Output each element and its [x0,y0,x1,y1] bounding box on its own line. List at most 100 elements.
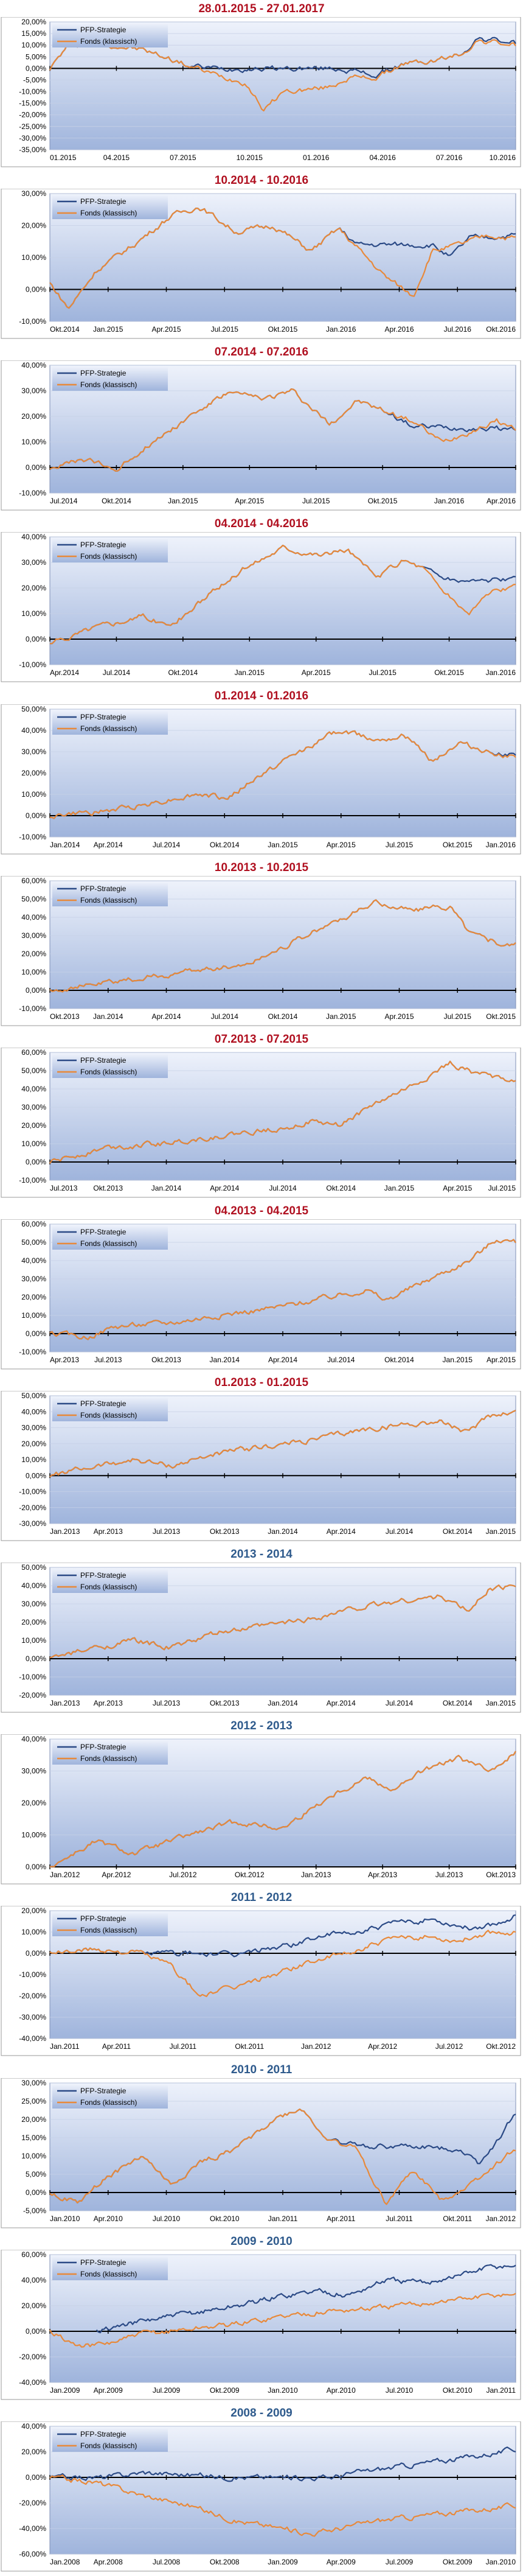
x-tick-label: Jul.2014 [211,1012,239,1021]
x-tick-label: Jul.2012 [435,2042,463,2051]
legend [52,882,168,906]
y-tick-label: -10,00% [19,88,46,96]
x-tick-label: Okt.2013 [486,1871,516,1879]
x-tick-label: Apr.2009 [327,2558,356,2566]
fund-series-line [49,1239,516,1340]
y-tick-label: 30,00% [21,1275,46,1283]
y-tick-label: -10,00% [19,1348,46,1356]
x-tick-label: Okt.2014 [268,1012,298,1021]
legend [52,710,168,735]
y-tick-label: 0,00% [26,2327,46,2336]
chart-title: 2012 - 2013 [230,1720,293,1732]
fund-series-line [49,208,516,309]
legend [52,538,168,562]
x-tick-label: Jul.2014 [269,1184,297,1192]
line-chart: 60,00% 40,00% 20,00% 0,00% -20,00% -40,00% Jan… [1,2250,521,2400]
x-tick-label: Apr.2015 [327,841,356,849]
chart-title: 2009 - 2010 [230,2235,293,2248]
x-tick-label: Okt.2015 [434,668,464,677]
x-tick-label: Okt.2011 [443,2214,472,2223]
x-tick-label: Jan.2015 [168,497,198,505]
legend [52,366,168,391]
line-chart: 50,00% 40,00% 30,00% 20,00% 10,00% 0,00% -10,0… [1,704,521,855]
y-tick-label: 60,00% [21,1220,46,1228]
y-tick-label: 25,00% [21,2097,46,2105]
line-chart: 40,00% 20,00% 0,00% -20,00% -40,00% -60,00% Ja… [1,2421,521,2572]
x-tick-label: Apr.2011 [327,2214,355,2223]
x-tick-label: Apr.2016 [384,325,414,334]
legend-label-strategy: PFP-Strategie [80,1743,126,1751]
y-tick-label: 10,00% [21,253,46,262]
x-tick-label: Jul.2014 [386,1699,414,1707]
x-tick-label: Jul.2008 [153,2558,181,2566]
x-tick-label: Jan.2008 [50,2558,80,2566]
y-tick-label: 30,00% [21,747,46,756]
chart-title: 07.2013 - 07.2015 [214,1033,309,1046]
x-tick-label: 04.2016 [369,153,396,162]
legend-label-fund: Fonds (klassisch) [80,380,137,389]
y-tick-label: -15,00% [19,99,46,108]
y-tick-label: 20,00% [21,1121,46,1130]
x-tick-label: 07.2015 [170,153,196,162]
y-tick-label: 0,00% [26,811,46,820]
strategy-series-line [49,2446,516,2482]
legend-label-strategy: PFP-Strategie [80,1571,126,1580]
x-tick-label: Jan.2011 [487,2386,516,2395]
y-tick-label: 40,00% [21,1735,46,1743]
y-tick-label: 40,00% [21,913,46,922]
x-tick-label: Jul.2013 [435,1871,463,1879]
y-tick-label: 10,00% [21,1928,46,1936]
legend-label-fund: Fonds (klassisch) [80,2441,137,2450]
x-tick-label: Jan.2013 [50,1699,80,1707]
x-tick-label: Jul.2013 [94,1356,122,1364]
y-tick-label: 30,00% [21,387,46,395]
fund-series-line [49,1060,516,1164]
y-tick-label: 50,00% [21,895,46,903]
x-tick-label: Apr.2012 [368,2042,397,2051]
x-tick-label: Apr.2013 [94,1527,123,1536]
legend-label-strategy: PFP-Strategie [80,2258,126,2267]
chart-panel: 2010 - 2011 30,00% 25,00% 20,00% 15,00% 10,00… [0,2061,523,2233]
line-chart: 30,00% 20,00% 10,00% 0,00% -10,00% Okt.2014 Ja… [1,189,521,339]
y-tick-label: -60,00% [19,2550,46,2558]
legend-label-fund: Fonds (klassisch) [80,37,137,46]
chart-panel: 04.2014 - 04.2016 40,00% 30,00% 20,00% 10,00… [0,515,523,687]
line-chart: 50,00% 40,00% 30,00% 20,00% 10,00% 0,00% -10,0… [1,1563,521,1713]
x-tick-label: Jan.2016 [326,325,356,334]
legend [52,1740,168,1765]
chart-panel: 10.2013 - 10.2015 60,00% 50,00% 40,00% 30,00… [0,859,523,1031]
x-tick-label: Okt.2014 [102,497,131,505]
y-tick-label: 0,00% [26,1158,46,1166]
x-tick-label: Jul.2013 [153,1699,181,1707]
x-tick-label: Okt.2011 [235,2042,264,2051]
x-tick-label: Apr.2015 [384,1012,414,1021]
legend-label-strategy: PFP-Strategie [80,1914,126,1923]
legend [52,2256,168,2280]
y-tick-label: -30,00% [19,134,46,142]
chart-panel: 2013 - 2014 50,00% 40,00% 30,00% 20,00% 10,00… [0,1545,523,1717]
legend-label-fund: Fonds (klassisch) [80,2270,137,2278]
x-tick-label: Jan.2014 [50,841,80,849]
legend-label-strategy: PFP-Strategie [80,1399,126,1408]
x-tick-label: Okt.2013 [50,1012,80,1021]
x-tick-label: Apr.2011 [102,2042,131,2051]
x-tick-label: Jul.2014 [327,1356,355,1364]
legend-label-strategy: PFP-Strategie [80,197,126,206]
x-tick-label: Okt.2015 [368,497,398,505]
chart-panel: 07.2013 - 07.2015 60,00% 50,00% 40,00% 30,00… [0,1031,523,1202]
x-tick-label: Jul.2013 [50,1184,78,1192]
y-tick-label: 50,00% [21,1238,46,1247]
y-tick-label: 50,00% [21,705,46,713]
x-tick-label: Jan.2009 [268,2558,298,2566]
x-tick-label: 10.2015 [237,153,263,162]
y-tick-label: -10,00% [19,1176,46,1185]
x-tick-label: Jan.2015 [93,325,123,334]
x-tick-label: Jul.2013 [153,1527,181,1536]
x-tick-label: Jan.2015 [486,1699,516,1707]
y-tick-label: -10,00% [19,660,46,669]
x-tick-label: Okt.2008 [210,2558,240,2566]
x-tick-label: Apr.2012 [102,1871,131,1879]
legend-label-fund: Fonds (klassisch) [80,1068,137,1076]
fund-series-line [49,2292,516,2348]
legend [52,1569,168,1593]
